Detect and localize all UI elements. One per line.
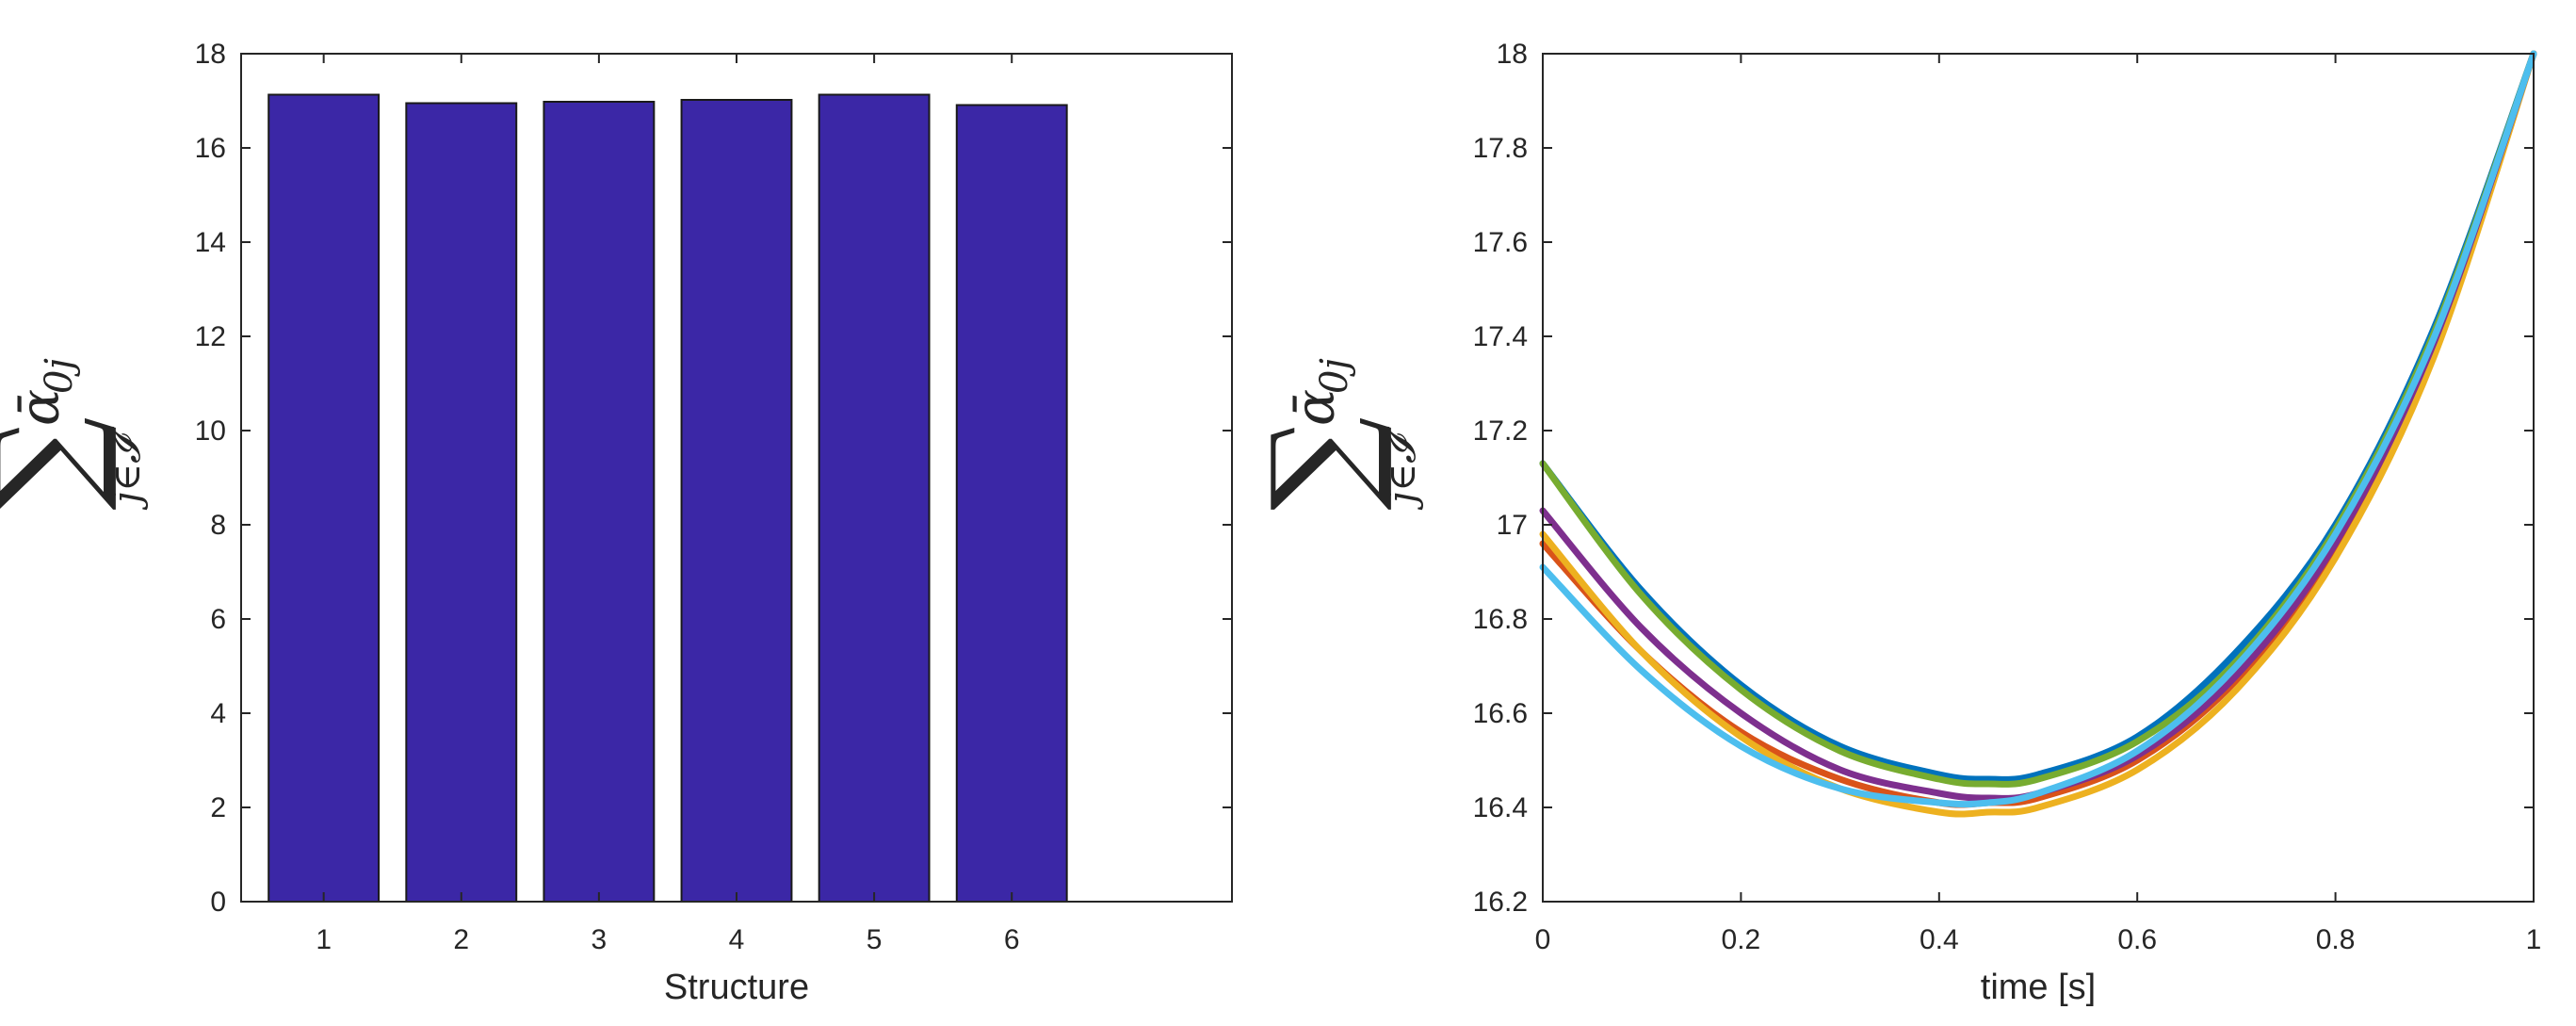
x-tick-label: 5	[867, 924, 883, 955]
x-tick-label: 4	[729, 924, 745, 955]
sum-index: j∈𝓘	[1381, 426, 1424, 511]
y-tick-label: 17.8	[1473, 133, 1528, 164]
bar-chart-y-ticks: 0 2 4 6 8 10 12 14 16 18	[195, 39, 1232, 918]
y-tick-label: 2	[210, 792, 226, 823]
y-tick-label: 10	[195, 415, 226, 447]
sum-index: j∈𝓘	[105, 426, 149, 511]
x-tick-label: 6	[1004, 924, 1020, 955]
bar-3	[543, 101, 656, 903]
y-tick-label: 18	[195, 39, 226, 70]
bar-series	[267, 93, 1068, 903]
line-chart-panel: 16.2 16.4 16.6 16.8 17 17.2 17.4 17.6 17.8 18 0 0.…	[1244, 39, 2541, 1007]
bar-chart-x-ticks: 1 2 3 4 5 6	[316, 54, 1020, 955]
x-tick-label: 0.6	[2117, 924, 2157, 955]
alpha-symbol: ᾱ	[1283, 389, 1347, 426]
y-tick-label: 16.8	[1473, 604, 1528, 635]
y-tick-label: 18	[1497, 39, 1528, 70]
alpha-subscript: 0j	[38, 358, 81, 394]
x-tick-label: 2	[453, 924, 469, 955]
y-tick-label: 17.2	[1473, 415, 1528, 447]
y-tick-label: 14	[195, 227, 226, 258]
y-tick-label: 16.6	[1473, 698, 1528, 729]
y-tick-label: 8	[210, 510, 226, 541]
x-tick-label: 1	[2526, 924, 2542, 955]
x-tick-label: 0	[1535, 924, 1551, 955]
y-tick-label: 4	[210, 698, 226, 729]
y-tick-label: 0	[210, 887, 226, 918]
y-tick-label: 12	[195, 321, 226, 352]
y-tick-label: 17	[1497, 510, 1528, 541]
line-chart-x-axis-label: time [s]	[1981, 968, 2096, 1007]
x-tick-label: 0.4	[1920, 924, 1959, 955]
x-tick-label: 0.8	[2316, 924, 2356, 955]
y-tick-label: 16.2	[1473, 887, 1528, 918]
line-chart-x-ticks: 0 0.2 0.4 0.6 0.8 1	[1535, 54, 2542, 955]
x-tick-label: 3	[591, 924, 608, 955]
y-tick-label: 6	[210, 604, 226, 635]
line-series-4	[1539, 50, 2537, 802]
x-tick-label: 1	[316, 924, 332, 955]
alpha-symbol: ᾱ	[8, 389, 72, 426]
line-series-6	[1539, 50, 2537, 808]
line-chart-y-ticks: 16.2 16.4 16.6 16.8 17 17.2 17.4 17.6 17.8 18	[1473, 39, 2534, 918]
line-series-3	[1539, 50, 2537, 818]
bar-6	[955, 104, 1068, 903]
bar-2	[405, 102, 518, 903]
bar-5	[818, 93, 931, 903]
y-tick-label: 16	[195, 133, 226, 164]
sum-symbol: ∑	[0, 416, 122, 511]
y-tick-label: 16.4	[1473, 792, 1528, 823]
y-tick-label: 17.4	[1473, 321, 1528, 352]
y-tick-label: 17.6	[1473, 227, 1528, 258]
sum-symbol: ∑	[1244, 416, 1398, 511]
line-chart-axes-box	[1542, 53, 2535, 903]
bar-1	[267, 93, 381, 903]
x-tick-label: 0.2	[1722, 924, 1761, 955]
line-series-group	[1539, 50, 2537, 818]
bar-chart-y-axis-label: ∑ ᾱ 0j j∈𝓘	[0, 358, 149, 511]
bar-4	[680, 99, 793, 903]
alpha-subscript: 0j	[1313, 358, 1356, 394]
bar-chart-x-axis-label: Structure	[664, 968, 809, 1007]
line-chart-y-axis-label: ∑ ᾱ 0j j∈𝓘	[1244, 358, 1424, 511]
